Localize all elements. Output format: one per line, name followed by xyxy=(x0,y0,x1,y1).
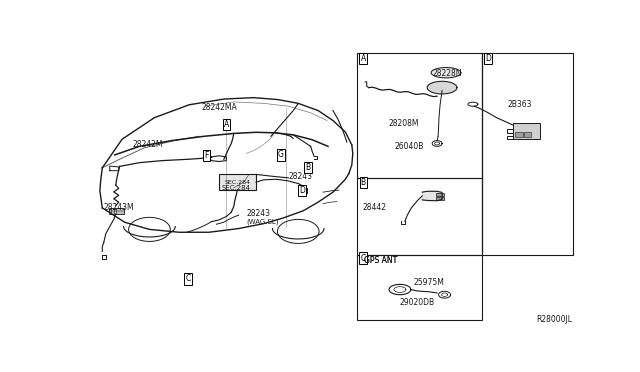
Polygon shape xyxy=(428,81,457,94)
Polygon shape xyxy=(422,191,442,201)
Bar xyxy=(436,197,444,200)
Bar xyxy=(356,255,482,320)
Text: 28242M: 28242M xyxy=(132,140,163,150)
Text: B: B xyxy=(305,163,311,172)
Text: (WAG.SL): (WAG.SL) xyxy=(246,219,278,225)
Text: 25975M: 25975M xyxy=(413,279,444,288)
Text: 28442: 28442 xyxy=(363,203,387,212)
Text: R28000JL: R28000JL xyxy=(536,315,573,324)
Text: C: C xyxy=(360,254,366,263)
Bar xyxy=(356,178,482,255)
Text: 28243: 28243 xyxy=(246,209,270,218)
Text: 28228N: 28228N xyxy=(432,69,461,78)
Text: SEC.284: SEC.284 xyxy=(221,185,251,192)
Bar xyxy=(524,132,531,137)
Bar xyxy=(436,193,444,196)
Text: D: D xyxy=(485,54,491,63)
Text: D: D xyxy=(300,186,305,195)
Bar xyxy=(356,53,482,178)
Text: 28243M: 28243M xyxy=(104,203,134,212)
Text: 28242MA: 28242MA xyxy=(202,103,237,112)
Text: GPS ANT: GPS ANT xyxy=(364,256,397,264)
Bar xyxy=(219,174,256,190)
Text: 29020DB: 29020DB xyxy=(399,298,435,307)
Text: F: F xyxy=(204,151,209,160)
Text: G: G xyxy=(278,150,284,160)
Text: 2B363: 2B363 xyxy=(508,100,532,109)
Text: A: A xyxy=(360,54,366,63)
Text: C: C xyxy=(186,275,191,283)
Text: 28208M: 28208M xyxy=(388,119,419,128)
Polygon shape xyxy=(431,68,461,78)
Text: SEC.284: SEC.284 xyxy=(224,180,250,185)
Text: 28243: 28243 xyxy=(288,172,312,181)
Text: A: A xyxy=(224,121,229,129)
Text: 26040B: 26040B xyxy=(394,141,424,151)
Text: GPS ANT: GPS ANT xyxy=(364,256,397,264)
Bar xyxy=(482,53,573,255)
Text: B: B xyxy=(361,178,366,187)
Bar xyxy=(513,122,540,139)
Bar xyxy=(109,208,124,214)
Bar xyxy=(515,132,523,137)
